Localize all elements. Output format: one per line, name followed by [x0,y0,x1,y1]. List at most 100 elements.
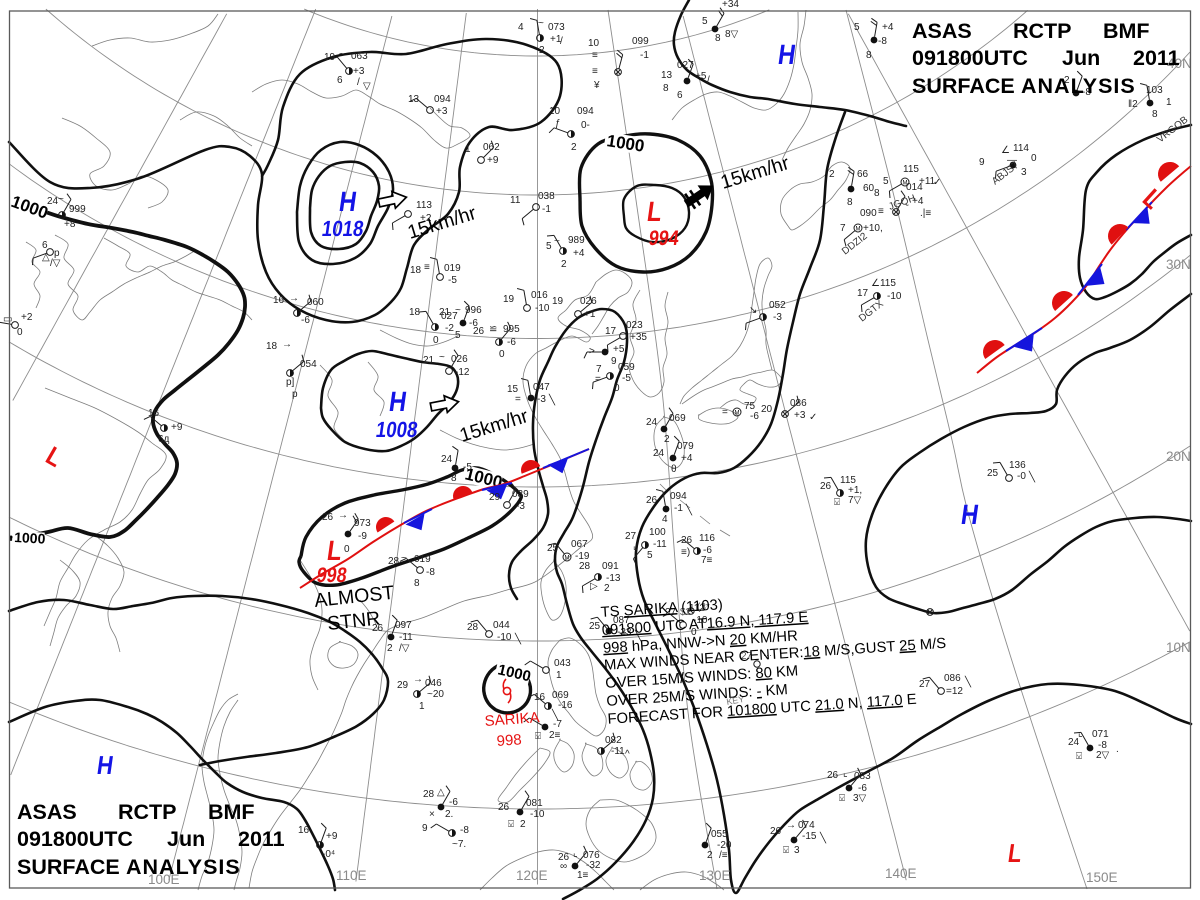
svg-text:26: 26 [498,802,510,813]
svg-text:3: 3 [794,845,800,856]
svg-text:-6: -6 [449,797,458,808]
svg-text:16: 16 [298,825,310,836]
svg-text:2: 2 [387,643,393,654]
svg-text:027: 027 [677,60,694,71]
svg-text:091: 091 [602,561,619,572]
svg-text:026: 026 [580,296,597,307]
svg-text:~: ~ [439,352,445,363]
svg-text:SURFACE: SURFACE [912,74,1015,98]
svg-text:+11: +11 [919,176,936,187]
svg-text:079: 079 [677,441,694,452]
svg-text:╲: ╲ [551,708,559,721]
svg-text:2: 2 [561,259,567,270]
svg-text:-13: -13 [606,573,621,584]
svg-text:0: 0 [614,383,620,394]
svg-text:-5: -5 [448,275,457,286]
svg-text:+4: +4 [573,248,585,259]
svg-text:998: 998 [496,731,522,750]
svg-text:2011: 2011 [238,827,285,851]
svg-text:8▽: 8▽ [725,29,739,40]
svg-text:136: 136 [1009,460,1026,471]
svg-text:-6: -6 [301,315,310,326]
svg-text:-5: -5 [463,462,472,473]
svg-text:18: 18 [409,307,421,318]
svg-text:097: 097 [395,620,412,631]
svg-text:17: 17 [605,326,617,337]
svg-text:0: 0 [344,544,350,555]
svg-text:⍌: ⍌ [535,731,541,742]
svg-text:3▽: 3▽ [853,793,867,804]
svg-text:26: 26 [646,495,658,506]
svg-text:⍌: ⍌ [1076,751,1082,762]
svg-text:26: 26 [322,512,334,523]
svg-text:~: ~ [58,194,64,205]
svg-text:/≡: /≡ [719,850,728,861]
svg-text:SARIKA: SARIKA [484,709,540,730]
svg-text:25: 25 [547,543,559,554]
svg-text:-3: -3 [773,312,782,323]
svg-text:038: 038 [538,191,555,202]
svg-text:081: 081 [526,798,543,809]
svg-text:H: H [776,38,798,70]
svg-text:24: 24 [653,448,665,459]
svg-text:⍌: ⍌ [783,845,789,856]
svg-text:TS SARIKA (1103): TS SARIKA (1103) [600,597,723,621]
svg-text:-32: -32 [586,860,601,871]
svg-text:998 hPa, NNW->N 20 KM/HR: 998 hPa, NNW->N 20 KM/HR [603,628,799,657]
svg-text:11: 11 [510,195,521,206]
svg-text:L: L [1006,840,1024,869]
svg-text:-20: -20 [717,840,732,851]
svg-text:0: 0 [1031,153,1037,164]
svg-text:=: = [515,394,521,405]
svg-text:2: 2 [1064,75,1070,86]
svg-text:055: 055 [711,829,728,840]
svg-text:30N: 30N [1166,257,1191,272]
svg-text:M: M [735,411,740,417]
svg-text:~: ~ [554,236,560,247]
svg-text:29: 29 [489,492,501,503]
svg-text:+9: +9 [171,422,183,433]
svg-text:069: 069 [552,690,569,701]
svg-text:L: L [325,534,344,566]
svg-text:FORECAST FOR 101800 UTC 21.0 N: FORECAST FOR 101800 UTC 21.0 N, 117.0 E [607,692,917,728]
svg-text:8: 8 [874,188,880,199]
svg-text:∞: ∞ [560,861,567,872]
svg-text:+3: +3 [794,410,806,421]
svg-text:1: 1 [419,701,425,712]
svg-text:^: ^ [625,749,630,760]
svg-text:116: 116 [699,533,715,544]
svg-text:5: 5 [647,550,653,561]
svg-text:~7.: ~7. [452,839,466,850]
svg-text:-8: -8 [1082,87,1091,98]
svg-text:0: 0 [17,327,23,338]
svg-text:130E: 130E [699,868,731,883]
svg-text:26: 26 [681,535,693,546]
svg-text:‖2: ‖2 [1128,99,1138,110]
svg-text:994: 994 [647,227,680,251]
svg-text:-0: -0 [1017,471,1026,482]
svg-text:+9: +9 [487,155,499,166]
svg-text:→: → [413,674,423,685]
svg-text:-11: -11 [399,632,413,643]
svg-text:4: 4 [662,514,668,525]
svg-text:26: 26 [770,826,782,837]
svg-text:5: 5 [854,22,860,33]
svg-text:110E: 110E [336,868,367,883]
svg-text:4: 4 [518,22,524,33]
svg-text:$2: $2 [680,607,692,618]
svg-text:8: 8 [715,33,721,44]
svg-text:10N: 10N [1166,640,1191,655]
svg-text:086: 086 [790,398,807,409]
svg-text:╲: ╲ [964,675,972,688]
svg-text:▷: ▷ [590,581,598,592]
svg-text:H: H [95,752,115,781]
svg-text:19: 19 [503,294,515,305]
svg-text:ANALYSIS: ANALYSIS [1021,74,1136,98]
svg-text:091800UTC: 091800UTC [17,827,133,851]
svg-text:+34: +34 [722,0,739,10]
svg-text:×: × [429,809,435,820]
svg-text:8: 8 [1152,109,1158,120]
svg-text:114: 114 [1013,143,1029,154]
svg-text:-11: -11 [653,539,667,550]
svg-text:24: 24 [646,417,658,428]
